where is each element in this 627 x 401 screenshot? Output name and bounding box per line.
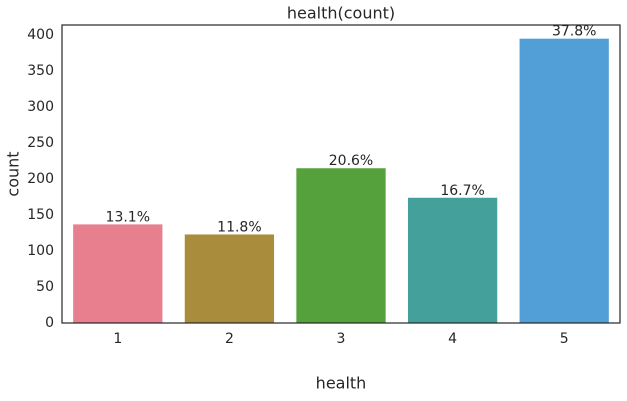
y-tick-label: 50 <box>36 279 54 295</box>
y-axis-label: count <box>4 151 23 196</box>
x-tick-label: 3 <box>337 331 346 347</box>
y-tick-label: 350 <box>27 63 54 79</box>
x-axis-label: health <box>316 374 367 393</box>
bar-annotation: 20.6% <box>329 153 373 169</box>
y-tick-label: 0 <box>45 315 54 331</box>
plot-frame <box>61 24 621 324</box>
bar <box>296 168 386 323</box>
x-tick-label: 2 <box>225 331 234 347</box>
x-tick-label: 4 <box>448 331 457 347</box>
bar-annotation: 37.8% <box>552 24 596 40</box>
bar <box>73 224 163 323</box>
y-tick-label: 150 <box>27 207 54 223</box>
y-tick-label: 300 <box>27 99 54 115</box>
bar <box>407 197 498 323</box>
bar <box>519 38 609 323</box>
y-tick-label: 400 <box>27 27 54 43</box>
chart-title: health(count) <box>287 4 395 23</box>
bar-annotation: 13.1% <box>106 209 150 225</box>
y-tick-label: 200 <box>27 171 54 187</box>
bar-annotation: 16.7% <box>440 183 484 199</box>
y-tick-label: 100 <box>27 243 54 259</box>
y-tick-label: 250 <box>27 135 54 151</box>
bar-annotation: 11.8% <box>217 219 261 235</box>
bar <box>184 234 275 323</box>
x-tick-label: 5 <box>560 331 569 347</box>
x-tick-label: 1 <box>113 331 122 347</box>
